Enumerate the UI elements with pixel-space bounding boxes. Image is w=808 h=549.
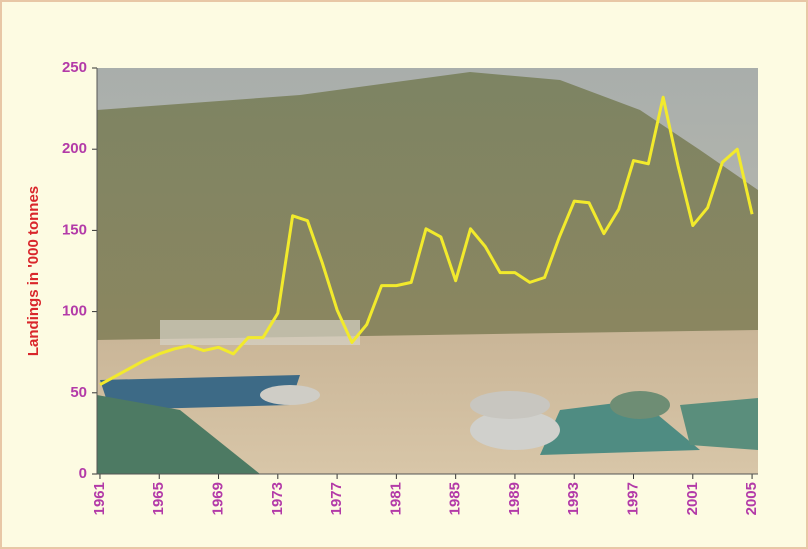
y-tick-label: 50	[70, 384, 87, 401]
x-tick-label: 1985	[447, 482, 464, 515]
y-tick-label: 200	[62, 140, 87, 157]
y-axis-label: Landings in '000 tonnes	[25, 186, 42, 356]
x-tick-label: 1969	[209, 482, 226, 515]
photo	[97, 68, 758, 474]
x-tick-label: 1981	[387, 482, 404, 515]
x-tick-label: 1993	[565, 482, 582, 515]
y-tick-label: 150	[62, 221, 87, 238]
x-tick-label: 1989	[506, 482, 523, 515]
y-tick-label: 250	[62, 59, 87, 76]
x-tick-label: 1977	[328, 482, 345, 515]
x-tick-label: 1961	[91, 482, 108, 515]
x-tick-label: 2001	[684, 482, 701, 515]
data-line	[99, 95, 754, 386]
y-tick-label: 0	[79, 465, 87, 482]
x-tick-label: 1965	[150, 482, 167, 515]
x-tick-label: 1997	[624, 482, 641, 515]
x-tick-label: 2005	[743, 482, 760, 515]
y-tick-label: 100	[62, 303, 87, 320]
x-tick-label: 1973	[269, 482, 286, 515]
